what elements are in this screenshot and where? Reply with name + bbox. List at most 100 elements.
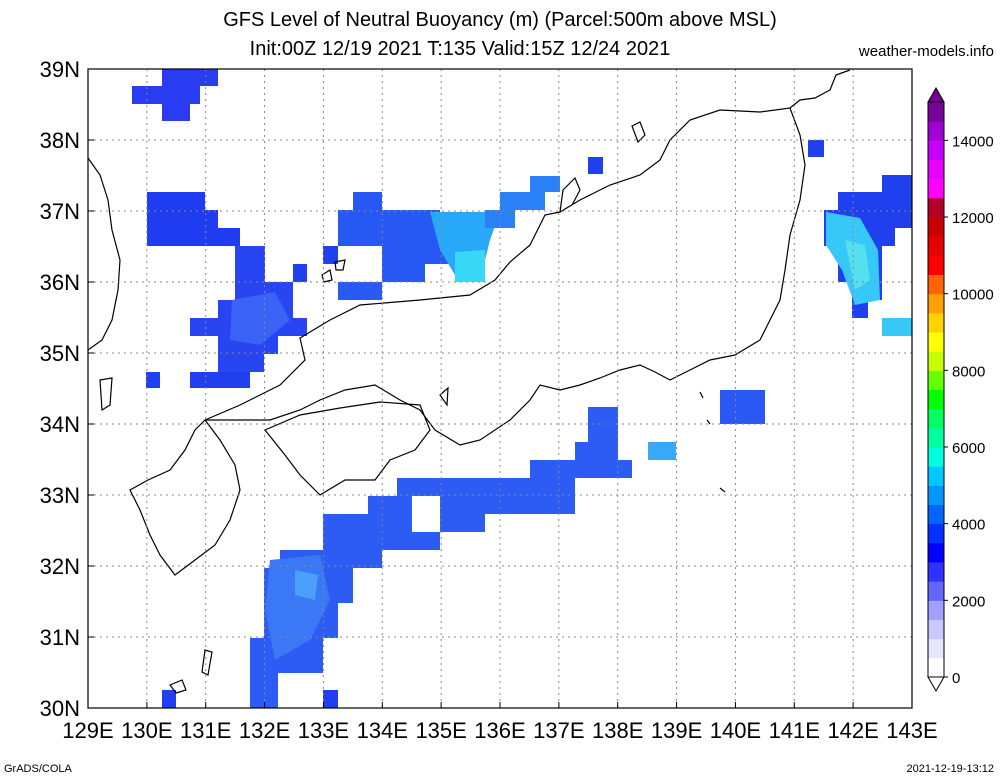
field-patch <box>230 292 290 345</box>
field-patch <box>588 157 603 174</box>
lon-tick-label: 129E <box>62 718 113 743</box>
lon-tick-label: 143E <box>886 718 937 743</box>
colorbar-segment <box>928 466 944 486</box>
colorbar-segment <box>928 255 944 275</box>
field-patch <box>808 140 824 157</box>
colorbar-segment <box>928 389 944 410</box>
colorbar-segment <box>928 159 944 180</box>
lon-tick-label: 130E <box>121 718 172 743</box>
colorbar-segment <box>928 408 944 429</box>
credit-label: weather-models.info <box>858 43 994 60</box>
colorbar-segment <box>928 562 944 582</box>
chart-title-line2: Init:00Z 12/19 2021 T:135 Valid:15Z 12/2… <box>249 38 671 60</box>
colorbar-segment <box>928 370 944 390</box>
lon-tick-label: 131E <box>180 718 231 743</box>
field-patch <box>845 240 870 290</box>
field-patch <box>162 690 176 708</box>
sado-island <box>631 121 646 144</box>
lon-tick-label: 134E <box>357 718 408 743</box>
colorbar-segment <box>928 657 944 678</box>
colorbar-label: 6000 <box>952 440 985 457</box>
notopeninsula-coast <box>559 176 581 213</box>
field-patch <box>190 372 250 388</box>
hokkaido-coast <box>789 69 851 109</box>
colorbar-arrow-bottom <box>927 676 945 693</box>
shikoku-coast <box>264 401 431 496</box>
lon-tick-label: 133E <box>298 718 349 743</box>
colorbar-label: 8000 <box>952 363 985 380</box>
field-patch <box>293 264 307 282</box>
tsushima-island <box>99 377 113 412</box>
colorbar-segment <box>928 542 944 563</box>
field-patch <box>412 496 440 532</box>
izu-island <box>699 391 726 493</box>
field-patch <box>146 372 160 388</box>
field-patch <box>295 570 318 600</box>
lat-tick-label: 36N <box>40 270 80 295</box>
lat-tick-label: 37N <box>40 199 80 224</box>
lon-tick-label: 139E <box>651 718 702 743</box>
lon-tick-label: 136E <box>474 718 525 743</box>
honshu-coast <box>204 107 806 446</box>
footer-left: GrADS/COLA <box>4 763 72 775</box>
colorbar-segment <box>928 236 944 256</box>
colorbar-segment <box>928 312 944 333</box>
colorbar-label: 14000 <box>952 133 994 150</box>
chart-title-line1: GFS Level of Neutral Buoyancy (m) (Parce… <box>223 9 777 31</box>
map-axes: 129E 130E 131E 132E 133E 134E 135E 136E 137E 138E… <box>40 57 938 743</box>
graticule <box>88 69 912 708</box>
colorbar-segment <box>928 121 944 141</box>
colorbar-segment <box>928 140 944 160</box>
colorbar-segment <box>928 178 944 199</box>
field-patch <box>455 250 485 282</box>
colorbar-segment <box>928 332 944 352</box>
field-patch <box>485 176 560 228</box>
tanegashima <box>201 649 213 676</box>
colorbar-segment <box>928 485 944 505</box>
lat-tick-label: 31N <box>40 625 80 650</box>
lon-tick-label: 142E <box>827 718 878 743</box>
colorbar-segment <box>928 581 944 601</box>
field-patch <box>882 318 912 336</box>
colorbar-segment <box>928 351 944 371</box>
korea-coast <box>87 157 121 351</box>
colorbar-label: 0 <box>952 670 960 687</box>
field-patch <box>323 246 338 264</box>
field-patch <box>720 390 765 424</box>
colorbar-segment <box>928 447 944 467</box>
colorbar-segment <box>928 523 944 544</box>
oki-island-2 <box>334 259 346 271</box>
footer-right: 2021-12-19-13:12 <box>906 763 994 775</box>
lat-tick-label: 35N <box>40 341 80 366</box>
colorbar-label: 2000 <box>952 593 985 610</box>
colorbar-segment <box>928 274 944 295</box>
lon-tick-label: 137E <box>533 718 584 743</box>
lat-tick-label: 32N <box>40 554 80 579</box>
lon-tick-label: 138E <box>592 718 643 743</box>
colorbar-arrow-top <box>927 86 945 103</box>
colorbar-segment <box>928 638 944 659</box>
lat-tick-label: 38N <box>40 128 80 153</box>
lon-tick-label: 135E <box>415 718 466 743</box>
lon-tick-label: 140E <box>710 718 761 743</box>
colorbar-segment <box>928 217 944 237</box>
lat-tick-label: 30N <box>40 696 80 721</box>
lon-tick-label: 141E <box>769 718 820 743</box>
field-patch <box>648 442 676 460</box>
colorbar-segment <box>928 504 944 525</box>
colorbar-segment <box>928 427 944 448</box>
colorbar-label: 4000 <box>952 517 985 534</box>
lat-tick-label: 39N <box>40 57 80 82</box>
lon-tick-label: 132E <box>239 718 290 743</box>
field-patch <box>338 282 382 300</box>
colorbar-segment <box>928 197 944 218</box>
lat-tick-label: 33N <box>40 483 80 508</box>
field-patch <box>132 69 218 121</box>
colorbar-label: 12000 <box>952 210 994 227</box>
field-patch <box>147 192 240 246</box>
awaji-island <box>439 386 449 407</box>
colorbar-segment <box>928 600 944 620</box>
colorbar: 0 2000 4000 6000 8000 10000 12000 14000 <box>927 86 994 693</box>
field-patch <box>250 407 632 708</box>
